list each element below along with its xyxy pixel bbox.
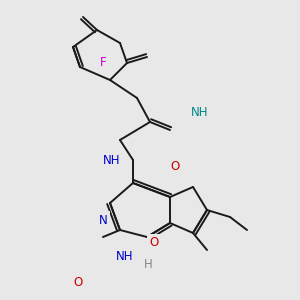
Text: O: O (74, 277, 82, 290)
Text: O: O (149, 236, 159, 250)
Text: O: O (170, 160, 180, 173)
Text: NH: NH (116, 250, 134, 263)
Text: F: F (100, 56, 106, 70)
Text: N: N (99, 214, 107, 226)
Text: NH: NH (191, 106, 209, 119)
Text: H: H (144, 259, 152, 272)
Text: NH: NH (103, 154, 121, 166)
